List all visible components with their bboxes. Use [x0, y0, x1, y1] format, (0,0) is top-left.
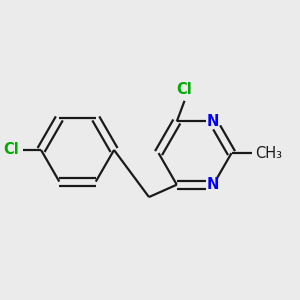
Text: CH₃: CH₃	[255, 146, 282, 160]
Text: N: N	[207, 177, 220, 192]
Text: Cl: Cl	[4, 142, 20, 158]
Text: Cl: Cl	[177, 82, 192, 97]
Text: N: N	[207, 114, 220, 129]
